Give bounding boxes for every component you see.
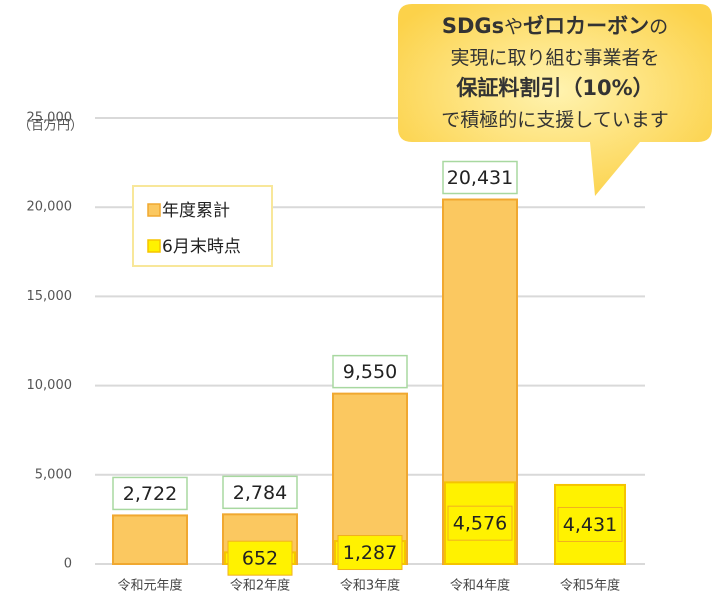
x-tick-label: 令和3年度 bbox=[340, 578, 400, 594]
x-tick-label: 令和5年度 bbox=[560, 578, 620, 594]
callout-line: 実現に取り組む事業者を bbox=[450, 47, 659, 69]
callout-text: や bbox=[504, 16, 523, 38]
label-box bbox=[222, 475, 298, 510]
callout-text: で積極的に支援しています bbox=[441, 109, 668, 131]
y-tick-label: 25,000 bbox=[27, 111, 73, 126]
label-box bbox=[337, 535, 403, 571]
y-tick-label: 5,000 bbox=[35, 467, 72, 482]
label-box bbox=[332, 354, 408, 389]
data-label: 20,431 bbox=[447, 167, 513, 189]
y-unit: （百万円） bbox=[18, 119, 83, 134]
callout-line: SDGsやゼロカーボンの bbox=[442, 14, 668, 38]
data-label: 652 bbox=[242, 548, 278, 570]
y-tick-label: 20,000 bbox=[27, 200, 73, 215]
callout-line: 保証料割引（10%） bbox=[455, 76, 653, 100]
x-tick-label: 令和2年度 bbox=[230, 578, 290, 594]
data-label: 2,784 bbox=[233, 482, 287, 504]
legend-swatch bbox=[147, 239, 161, 253]
label-box bbox=[442, 160, 518, 195]
legend-label: 6月末時点 bbox=[162, 237, 241, 257]
label-box bbox=[447, 505, 513, 541]
data-label: 1,287 bbox=[343, 542, 397, 564]
label-box bbox=[227, 540, 293, 576]
y-tick-label: 0 bbox=[64, 557, 72, 572]
callout-text: SDGs bbox=[442, 14, 504, 38]
legend-label: 年度累計 bbox=[162, 201, 230, 221]
y-tick-label: 10,000 bbox=[27, 378, 73, 393]
label-box bbox=[557, 506, 623, 542]
data-label: 4,431 bbox=[563, 514, 617, 536]
callout-text: の bbox=[649, 16, 668, 38]
data-label: 9,550 bbox=[343, 361, 397, 383]
callout bbox=[398, 4, 712, 196]
data-label: 2,722 bbox=[123, 483, 177, 505]
legend-swatch bbox=[147, 203, 161, 217]
callout-text: ゼロカーボン bbox=[523, 14, 649, 38]
callout-text: 保証料割引（10%） bbox=[455, 76, 653, 100]
y-tick-label: 15,000 bbox=[27, 289, 73, 304]
x-tick-label: 令和元年度 bbox=[117, 578, 182, 594]
bar bbox=[112, 514, 188, 565]
callout-line: で積極的に支援しています bbox=[441, 109, 668, 131]
callout-text: 実現に取り組む事業者を bbox=[450, 47, 659, 69]
x-tick-label: 令和4年度 bbox=[450, 578, 510, 594]
label-box bbox=[112, 476, 188, 511]
data-label: 4,576 bbox=[453, 513, 507, 535]
